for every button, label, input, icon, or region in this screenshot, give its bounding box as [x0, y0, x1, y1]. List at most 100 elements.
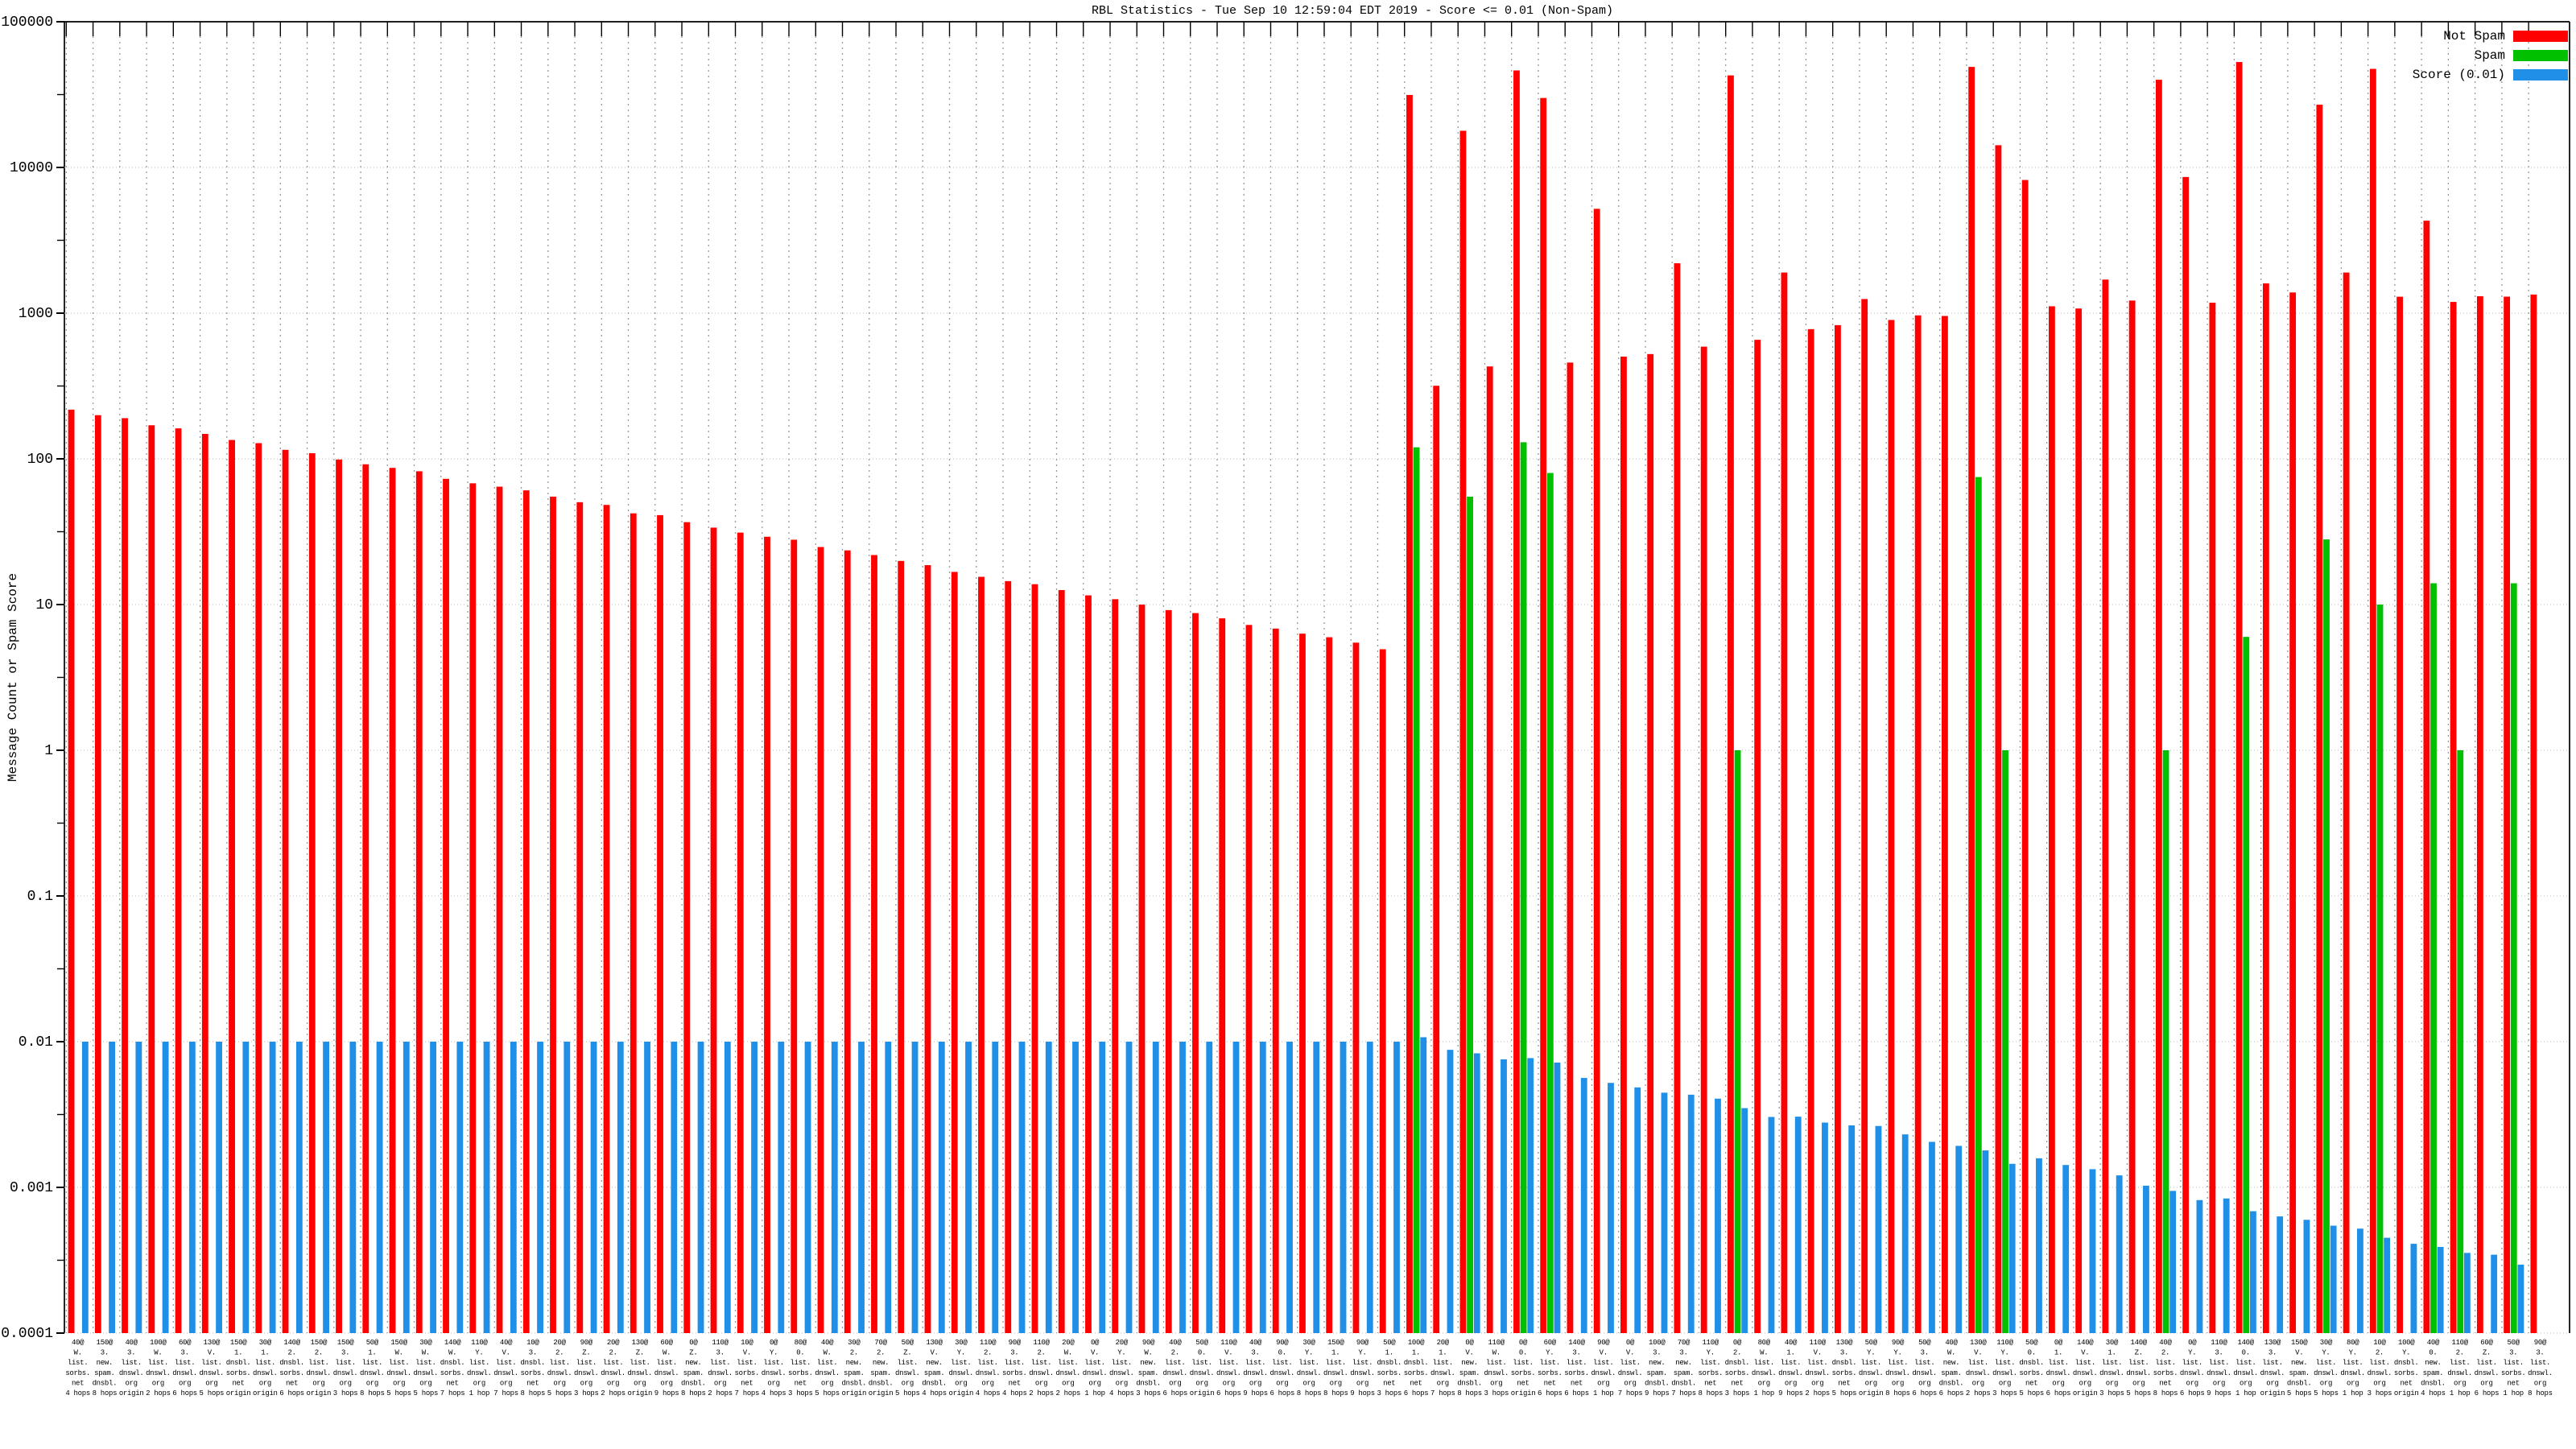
svg-text:50@: 50@	[902, 1339, 914, 1347]
svg-text:3.: 3.	[2215, 1349, 2223, 1357]
svg-text:origin: origin	[628, 1389, 653, 1397]
svg-text:1.: 1.	[368, 1349, 376, 1357]
svg-text:30@: 30@	[1302, 1339, 1315, 1347]
svg-text:dnsbl.: dnsbl.	[2287, 1379, 2312, 1387]
svg-text:net: net	[1410, 1379, 1422, 1387]
svg-text:7 hops: 7 hops	[493, 1389, 518, 1397]
svg-text:dnswl.: dnswl.	[1912, 1369, 1937, 1377]
svg-text:dnswl.: dnswl.	[200, 1369, 225, 1377]
svg-text:110@: 110@	[2211, 1339, 2227, 1347]
svg-text:0.: 0.	[2429, 1349, 2437, 1357]
svg-text:list.: list.	[1860, 1359, 1881, 1367]
svg-text:4 hops: 4 hops	[922, 1389, 947, 1397]
svg-text:list.: list.	[1513, 1359, 1534, 1367]
svg-text:0@: 0@	[689, 1339, 698, 1347]
svg-text:0@: 0@	[1626, 1339, 1635, 1347]
svg-text:org: org	[580, 1379, 592, 1387]
svg-text:9 hops: 9 hops	[1243, 1389, 1268, 1397]
svg-text:list.: list.	[255, 1359, 276, 1367]
svg-text:100@: 100@	[1408, 1339, 1425, 1347]
svg-text:dnsbl.: dnsbl.	[1939, 1379, 1964, 1387]
svg-text:1 hop: 1 hop	[1084, 1389, 1105, 1397]
svg-text:0.: 0.	[1198, 1349, 1206, 1357]
svg-text:2.: 2.	[877, 1349, 885, 1357]
svg-text:list.: list.	[1967, 1359, 1988, 1367]
svg-text:Y.: Y.	[1707, 1349, 1715, 1357]
svg-text:8 hops: 8 hops	[1885, 1389, 1910, 1397]
svg-text:list.: list.	[2128, 1359, 2149, 1367]
svg-text:dnsbl.: dnsbl.	[1457, 1379, 1482, 1387]
svg-text:110@: 110@	[1996, 1339, 2013, 1347]
svg-text:90@: 90@	[1597, 1339, 1610, 1347]
svg-text:1000: 1000	[19, 306, 53, 322]
svg-text:dnswl.: dnswl.	[1243, 1369, 1268, 1377]
svg-text:6 hops: 6 hops	[1912, 1389, 1937, 1397]
svg-text:org: org	[1785, 1379, 1797, 1387]
svg-text:dnswl.: dnswl.	[1350, 1369, 1375, 1377]
svg-text:dnswl.: dnswl.	[2447, 1369, 2472, 1377]
svg-text:8 hops: 8 hops	[2528, 1389, 2553, 1397]
svg-text:3 hops: 3 hops	[2368, 1389, 2392, 1397]
svg-text:dnsbl.: dnsbl.	[1671, 1379, 1696, 1387]
svg-text:70@: 70@	[874, 1339, 887, 1347]
svg-text:sorbs.: sorbs.	[2394, 1369, 2419, 1377]
svg-text:org: org	[1758, 1379, 1770, 1387]
svg-text:dnswl.: dnswl.	[628, 1369, 653, 1377]
svg-text:list.: list.	[1620, 1359, 1641, 1367]
svg-text:Y.: Y.	[2000, 1349, 2008, 1357]
svg-text:net: net	[526, 1379, 539, 1387]
svg-text:5 hops: 5 hops	[2126, 1389, 2151, 1397]
svg-text:0.: 0.	[1278, 1349, 1286, 1357]
svg-text:list.: list.	[496, 1359, 517, 1367]
svg-text:dnsbl.: dnsbl.	[2394, 1359, 2419, 1367]
svg-text:Score (0.01): Score (0.01)	[2413, 68, 2505, 82]
svg-text:list.: list.	[201, 1359, 222, 1367]
svg-text:90@: 90@	[1009, 1339, 1022, 1347]
svg-text:dnswl.: dnswl.	[601, 1369, 625, 1377]
svg-text:list.: list.	[1486, 1359, 1507, 1367]
svg-text:org: org	[1195, 1379, 1208, 1387]
svg-text:150@: 150@	[311, 1339, 328, 1347]
svg-text:0@: 0@	[2188, 1339, 2197, 1347]
svg-text:0@: 0@	[770, 1339, 778, 1347]
svg-text:2 hops: 2 hops	[1805, 1389, 1830, 1397]
svg-text:org: org	[981, 1379, 993, 1387]
svg-text:50@: 50@	[1865, 1339, 1878, 1347]
svg-text:list.: list.	[2343, 1359, 2363, 1367]
svg-text:130@: 130@	[2264, 1339, 2281, 1347]
svg-text:4 hops: 4 hops	[65, 1389, 90, 1397]
svg-text:origin: origin	[842, 1389, 867, 1397]
svg-text:dnswl.: dnswl.	[1859, 1369, 1884, 1377]
svg-text:org: org	[2132, 1379, 2145, 1387]
svg-text:8 hops: 8 hops	[1457, 1389, 1482, 1397]
svg-text:list.: list.	[1326, 1359, 1347, 1367]
svg-text:new.: new.	[1140, 1359, 1156, 1367]
svg-text:50@: 50@	[1918, 1339, 1931, 1347]
svg-text:V.: V.	[1224, 1349, 1232, 1357]
svg-text:list.: list.	[2530, 1359, 2551, 1367]
svg-text:Y.: Y.	[1305, 1349, 1313, 1357]
svg-text:3.: 3.	[127, 1349, 135, 1357]
svg-text:110@: 110@	[1703, 1339, 1719, 1347]
svg-text:3.: 3.	[2509, 1349, 2517, 1357]
svg-text:org: org	[1918, 1379, 1930, 1387]
svg-text:3 hops: 3 hops	[574, 1389, 599, 1397]
svg-text:0@: 0@	[1733, 1339, 1742, 1347]
svg-text:list.: list.	[791, 1359, 811, 1367]
svg-text:0.: 0.	[2242, 1349, 2250, 1357]
svg-text:list.: list.	[389, 1359, 410, 1367]
svg-text:dnswl.: dnswl.	[2260, 1369, 2285, 1377]
svg-text:dnswl.: dnswl.	[2126, 1369, 2151, 1377]
svg-text:Y.: Y.	[475, 1349, 483, 1357]
svg-text:new.: new.	[2425, 1359, 2441, 1367]
svg-text:10@: 10@	[741, 1339, 753, 1347]
svg-text:60@: 60@	[2480, 1339, 2493, 1347]
svg-text:dnswl.: dnswl.	[1216, 1369, 1241, 1377]
svg-text:new.: new.	[2291, 1359, 2307, 1367]
svg-text:origin: origin	[1190, 1389, 1215, 1397]
svg-text:org: org	[2052, 1379, 2064, 1387]
svg-text:org: org	[259, 1379, 271, 1387]
svg-text:spam.: spam.	[2289, 1369, 2310, 1377]
svg-text:70@: 70@	[1678, 1339, 1690, 1347]
svg-text:dnswl.: dnswl.	[1778, 1369, 1803, 1377]
